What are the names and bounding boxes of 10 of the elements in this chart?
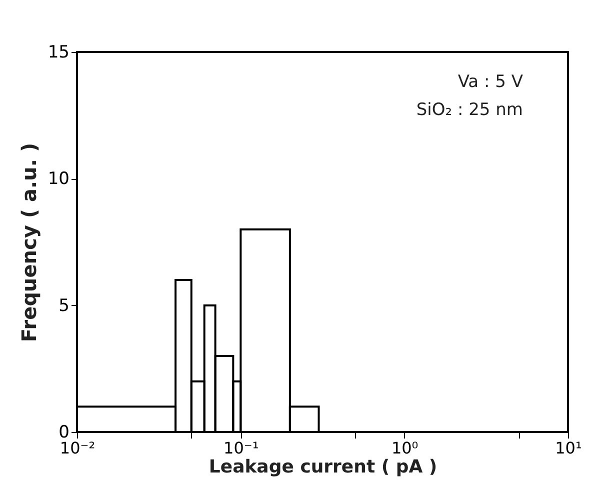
x-tick-label: 10¹ [555,438,582,458]
x-axis-title: Leakage current ( pA ) [208,456,438,478]
y-axis-title: Frequency ( a.u. ) [16,142,41,342]
x-tick-label: 10⁰ [391,438,418,458]
annotation: Va : 5 V [458,72,524,92]
y-tick-label: 5 [58,296,70,316]
x-tick-label: 10⁻¹ [224,438,259,458]
annotation: SiO₂ : 25 nm [416,100,523,120]
y-tick-label: 10 [48,169,70,190]
y-tick-label: 15 [48,42,70,62]
